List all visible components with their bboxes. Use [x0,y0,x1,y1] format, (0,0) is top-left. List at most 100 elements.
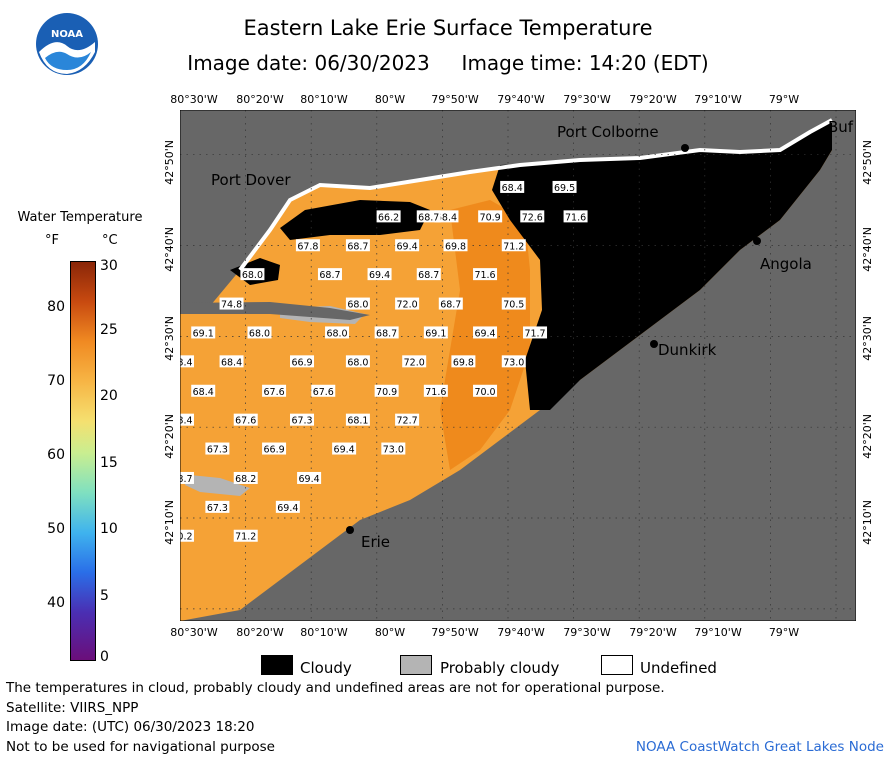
temperature-value: 68.7 [440,300,461,311]
temperature-label: 71.2 [233,529,258,543]
temperature-label: 69.4 [297,471,322,485]
temperature-value: 67.3 [207,503,228,514]
temperature-label-bg [290,413,315,426]
temperature-value: 69.5 [554,183,575,194]
temperature-label: 68.4 [500,180,525,194]
temperature-label: 67.6 [311,384,336,398]
temperature-value: 69.8 [453,357,474,368]
lat-label-left: 42°50'N [163,140,176,185]
lon-label-bottom: 79°40'W [497,626,545,639]
legend-f-tick: 50 [47,521,65,537]
temperature-value: 70.2 [180,532,193,543]
temperature-label-bg [180,529,194,542]
lat-label-left: 42°30'N [163,316,176,361]
temperature-value: 72.0 [397,300,418,311]
temperature-label: 68.4 [180,355,194,368]
map-title: Eastern Lake Erie Surface Temperature [243,16,653,40]
temperature-label: 69.4 [367,268,392,281]
temperature-label: 69.5 [552,180,577,194]
footer-credit: NOAA CoastWatch Great Lakes Node [635,739,884,755]
temperature-label-bg [395,297,420,310]
key-swatch-cloudy [261,655,293,675]
temperature-value: 66.9 [263,445,284,456]
temperature-value: 67.6 [235,416,256,427]
temperature-value: 68.7 [418,212,439,223]
temperature-label: 68.4 [180,413,194,427]
temperature-label: 68.7 [438,297,463,311]
temperature-label: 72.0 [395,297,420,311]
temperature-label: 71.6 [563,210,588,223]
temperature-label-bg [395,239,420,252]
temperature-label: 69.4 [395,239,420,252]
temperature-label-bg [395,413,420,426]
noaa-logo-text: NOAA [51,29,83,40]
temperature-label: 68.7 [317,268,342,281]
city-label-port-colborne: Port Colborne [557,123,659,141]
lon-label-bottom: 79°20'W [629,626,677,639]
temperature-value: 67.3 [207,445,228,456]
temperature-label-bg [233,413,258,426]
lon-label-top: 80°30'W [170,93,218,106]
lon-label-bottom: 79°10'W [694,626,742,639]
temperature-label-bg [552,180,577,193]
lat-lon-grid [180,110,856,621]
temperature-label-bg [219,355,244,368]
temperature-label-bg [295,239,320,252]
temperature-value: 68.0 [326,328,347,339]
temperature-value: 69.4 [299,474,320,485]
footer-satellite: Satellite: VIIRS_NPP [6,700,139,716]
temperature-value: 69.4 [397,241,418,252]
noaa-logo-icon: NOAA [35,12,99,76]
undefined-edge [238,118,833,272]
temperature-label-bg [311,384,336,397]
temperature-value: 73.0 [503,357,524,368]
legend-title: Water Temperature [17,210,143,225]
city-marker [681,144,689,152]
temperature-label-bg [233,471,258,484]
temperature-value: 68.4 [436,212,457,223]
city-marker [346,526,354,534]
temperature-label-bg [205,442,230,455]
temperature-label-bg [325,326,350,339]
temperature-value: 67.6 [263,387,284,398]
temperature-label-bg [473,268,498,281]
city-label-buffalo: Buf [828,118,854,136]
temperature-label-bg [180,413,194,426]
temperature-label-bg [233,529,258,542]
lat-label-right: 42°40'N [861,227,874,272]
footer-nav-warning: Not to be used for navigational purpose [6,739,275,755]
temperature-value: 72.6 [522,212,543,223]
temperature-label: 66.2 [376,210,401,223]
temperature-value: 69.1 [425,328,446,339]
lon-label-bottom: 79°50'W [431,626,479,639]
temperature-value: 72.7 [397,416,418,427]
temperature-value: 68.7 [347,241,368,252]
temperature-label: 70.5 [501,297,526,311]
temperature-label-bg [423,326,448,339]
lon-label-top: 79°W [768,93,800,106]
temperature-label-bg [297,471,322,484]
temperature-label-bg [262,442,287,455]
temperature-label: 68.7 [374,326,399,339]
temperature-value: 69.4 [474,328,495,339]
key-swatch-undefined [601,655,633,675]
temperature-label: 69.4 [275,500,300,514]
temperature-label-bg [180,355,194,368]
lat-label-left: 42°40'N [163,227,176,272]
temperature-label-bg [443,239,468,252]
temperature-label-bg [317,268,342,281]
temperature-label: 68.4 [191,384,216,398]
temperature-label: 68.7 [180,471,194,485]
temperature-label-bg [345,297,370,310]
temperature-value: 68.7 [376,328,397,339]
temperature-label: 67.3 [205,442,230,456]
temperature-label: 69.4 [332,442,357,456]
temperature-label: 67.3 [205,500,230,514]
temperature-label: 68.7 [345,239,370,252]
temperature-value: 69.4 [334,445,355,456]
temperature-label: 70.9 [374,384,399,398]
legend-f-tick: 60 [47,447,65,463]
city-marker [753,237,761,245]
lon-label-bottom: 80°W [374,626,406,639]
temperature-value: 69.1 [193,328,214,339]
